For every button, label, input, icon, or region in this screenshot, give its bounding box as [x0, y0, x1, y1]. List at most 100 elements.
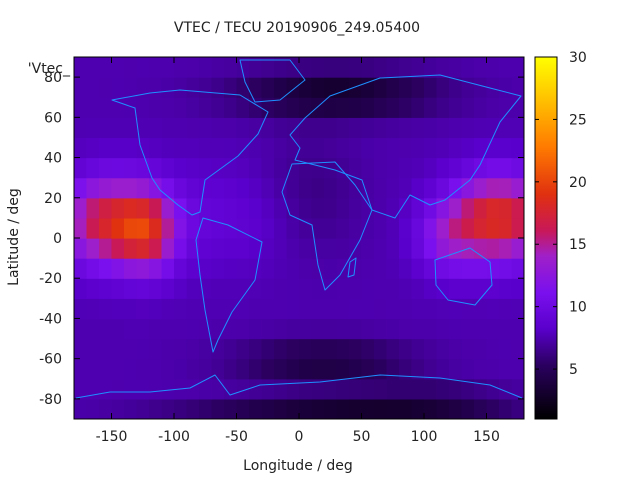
- heatmap-cell: [336, 378, 350, 400]
- heatmap-cell: [399, 298, 413, 320]
- heatmap-cell: [111, 97, 125, 118]
- heatmap-cell: [161, 217, 175, 239]
- heatmap-cell: [486, 278, 500, 299]
- heatmap-cell: [424, 157, 438, 179]
- heatmap-cell: [111, 378, 125, 400]
- heatmap-cell: [361, 318, 375, 340]
- x-tick-label: 150: [473, 429, 500, 445]
- heatmap-cell: [499, 157, 513, 179]
- heatmap-cell: [161, 258, 175, 279]
- heatmap-cell: [224, 318, 238, 340]
- heatmap-cell: [436, 378, 450, 400]
- heatmap-cell: [124, 117, 138, 139]
- heatmap-cell: [199, 197, 213, 219]
- heatmap-cell: [186, 338, 200, 360]
- heatmap-cell: [199, 177, 213, 199]
- heatmap-cell: [349, 217, 363, 239]
- heatmap-cell: [136, 378, 150, 400]
- y-tick-label: -60: [39, 352, 62, 368]
- heatmap-cell: [236, 338, 250, 360]
- heatmap-cell: [386, 217, 400, 239]
- heatmap-cell: [511, 378, 524, 400]
- heatmap-cell: [474, 137, 488, 159]
- heatmap-cell: [161, 157, 175, 179]
- heatmap-cell: [211, 197, 225, 219]
- heatmap-cell: [211, 298, 225, 320]
- y-tick-label: 20: [44, 191, 62, 207]
- heatmap-cell: [149, 137, 163, 159]
- heatmap-cell: [361, 398, 375, 419]
- heatmap-cell: [461, 197, 475, 219]
- heatmap-cell: [424, 238, 438, 259]
- heatmap-cell: [411, 238, 425, 259]
- heatmap-cell: [499, 298, 513, 320]
- heatmap-cell: [349, 197, 363, 219]
- heatmap-cell: [286, 378, 300, 400]
- heatmap-cell: [386, 378, 400, 400]
- heatmap-cell: [411, 97, 425, 118]
- heatmap-cell: [361, 378, 375, 400]
- heatmap-cell: [486, 358, 500, 380]
- heatmap-cell: [349, 97, 363, 118]
- heatmap-cell: [99, 258, 113, 279]
- heatmap-cell: [86, 57, 100, 78]
- heatmap-cell: [374, 97, 388, 118]
- heatmap-cell: [286, 298, 300, 320]
- heatmap-cell: [124, 358, 138, 380]
- heatmap-cell: [424, 298, 438, 320]
- heatmap-cell: [511, 137, 524, 159]
- heatmap-cell: [499, 338, 513, 360]
- heatmap-cell: [386, 57, 400, 78]
- heatmap-cell: [361, 217, 375, 239]
- heatmap-cell: [424, 378, 438, 400]
- heatmap-cell: [424, 137, 438, 159]
- heatmap-cell: [274, 278, 288, 299]
- heatmap-cell: [211, 358, 225, 380]
- heatmap-cell: [136, 398, 150, 419]
- heatmap-cell: [499, 238, 513, 259]
- heatmap-cell: [436, 197, 450, 219]
- heatmap-cell: [274, 238, 288, 259]
- heatmap-cell: [311, 197, 325, 219]
- heatmap-cell: [124, 338, 138, 360]
- heatmap-cell: [449, 298, 463, 320]
- heatmap-cell: [161, 117, 175, 139]
- heatmap-cell: [461, 358, 475, 380]
- heatmap-cell: [224, 77, 238, 98]
- heatmap-cell: [511, 298, 524, 320]
- heatmap-cell: [111, 177, 125, 199]
- heatmap-cell: [499, 177, 513, 199]
- heatmap-cell: [499, 197, 513, 219]
- heatmap-cell: [86, 358, 100, 380]
- heatmap-cell: [99, 57, 113, 78]
- heatmap-cell: [211, 378, 225, 400]
- heatmap-cell: [161, 137, 175, 159]
- heatmap-cell: [124, 398, 138, 419]
- heatmap-cell: [74, 318, 88, 340]
- heatmap-cell: [174, 258, 188, 279]
- heatmap-cell: [511, 197, 524, 219]
- heatmap-cell: [199, 398, 213, 419]
- heatmap-cell: [399, 378, 413, 400]
- heatmap-cell: [436, 217, 450, 239]
- heatmap-cell: [161, 57, 175, 78]
- legend-key-label: 'Vtec_: [28, 61, 71, 77]
- heatmap-cell: [311, 398, 325, 419]
- south-america-outline: [195, 217, 263, 353]
- x-tick-label: 100: [411, 429, 438, 445]
- heatmap-cell: [361, 157, 375, 179]
- heatmap-cell: [324, 318, 338, 340]
- heatmap-cell: [411, 358, 425, 380]
- heatmap-cell: [174, 338, 188, 360]
- heatmap-cell: [199, 258, 213, 279]
- heatmap-cell: [336, 157, 350, 179]
- heatmap-cell: [186, 258, 200, 279]
- heatmap-cell: [486, 197, 500, 219]
- heatmap-cell: [449, 278, 463, 299]
- heatmap-cell: [349, 77, 363, 98]
- heatmap-cell: [236, 278, 250, 299]
- heatmap-cell: [449, 217, 463, 239]
- heatmap-cell: [186, 318, 200, 340]
- heatmap-cell: [349, 258, 363, 279]
- heatmap-cell: [199, 318, 213, 340]
